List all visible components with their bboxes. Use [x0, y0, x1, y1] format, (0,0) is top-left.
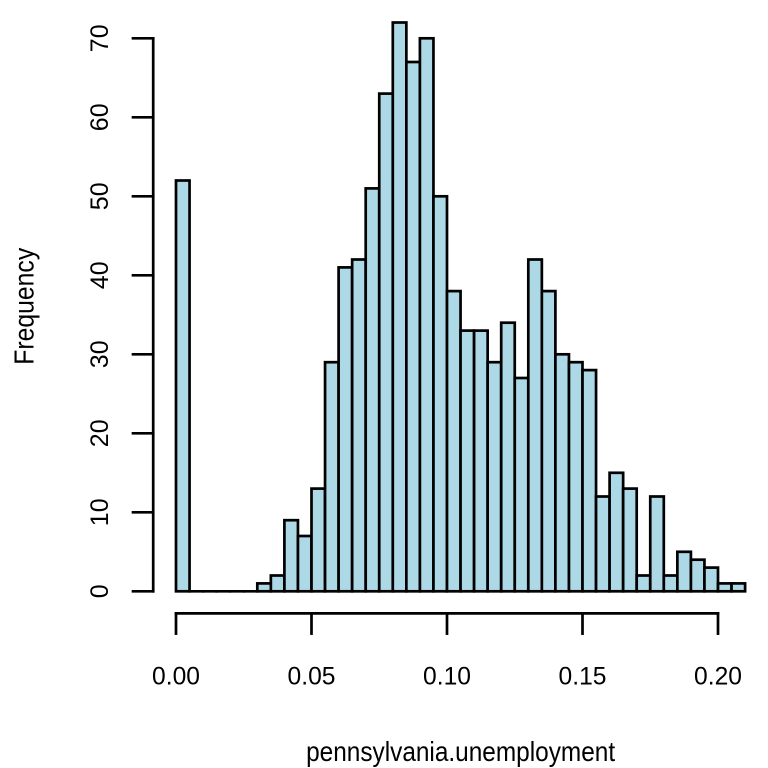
svg-text:0.10: 0.10: [423, 662, 471, 690]
svg-text:60: 60: [86, 103, 114, 131]
svg-text:50: 50: [86, 182, 114, 210]
svg-text:pennsylvania.unemployment: pennsylvania.unemployment: [306, 736, 615, 767]
svg-text:0.15: 0.15: [559, 662, 607, 690]
svg-text:Frequency: Frequency: [9, 248, 40, 365]
svg-text:10: 10: [86, 498, 114, 526]
svg-text:0: 0: [86, 584, 114, 598]
svg-text:70: 70: [86, 24, 114, 52]
svg-text:0.05: 0.05: [288, 662, 336, 690]
svg-text:30: 30: [86, 340, 114, 368]
svg-text:20: 20: [86, 419, 114, 447]
svg-text:40: 40: [86, 261, 114, 289]
svg-text:0.20: 0.20: [694, 662, 742, 690]
svg-text:0.00: 0.00: [152, 662, 200, 690]
